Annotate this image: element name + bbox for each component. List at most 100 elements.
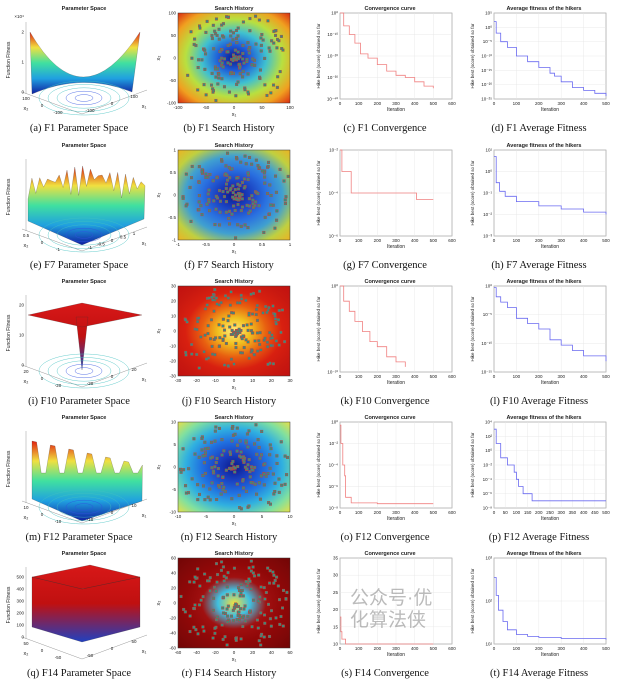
search-point xyxy=(274,616,278,620)
search-point xyxy=(225,182,229,186)
y-tick-label: -100 xyxy=(53,110,63,115)
y-tick-label: 10⁰ xyxy=(331,420,338,425)
search-point xyxy=(266,362,270,366)
search-point xyxy=(192,42,196,46)
x-tick-label: 300 xyxy=(557,646,565,651)
search-point xyxy=(225,607,229,611)
search-point xyxy=(188,185,192,189)
search-point xyxy=(264,474,268,478)
search-point xyxy=(230,212,234,216)
search-point xyxy=(231,459,235,463)
search-point xyxy=(214,296,218,300)
search-point xyxy=(195,328,199,332)
search-point xyxy=(266,602,270,606)
search-point xyxy=(206,446,210,450)
x-axis-label: x₁ xyxy=(142,241,147,247)
y-axis-label: Hike best (score) obtained so far xyxy=(470,160,475,226)
subfigure-history: Search History -60 -40 -20 0 20 40 60 -60 -40 -20 0… xyxy=(152,547,306,684)
z-tick-label: 200 xyxy=(16,611,24,616)
search-point xyxy=(217,76,221,80)
search-point xyxy=(224,468,228,472)
x-tick-label: 600 xyxy=(448,238,456,243)
search-point xyxy=(257,639,261,643)
search-point xyxy=(193,603,197,607)
subfigure-caption: (h) F7 Average Fitness xyxy=(491,260,587,271)
search-point xyxy=(204,172,208,176)
series-line xyxy=(494,577,607,640)
plot-title: Parameter Space xyxy=(62,279,107,285)
y-tick-label: 10⁻¹⁰ xyxy=(481,54,492,59)
search-point xyxy=(247,313,251,317)
z-tick-label: 2 xyxy=(21,30,24,35)
y-tick-label: 20 xyxy=(171,586,177,591)
search-point xyxy=(188,614,192,618)
x-tick-label: 5 xyxy=(261,514,264,519)
y-tick-label: -0.5 xyxy=(168,215,176,220)
search-point xyxy=(226,604,230,608)
x-tick-label: 300 xyxy=(392,646,400,651)
x-tick-label: 0 xyxy=(233,514,236,519)
series-line xyxy=(494,156,607,215)
search-point xyxy=(281,606,285,610)
search-point xyxy=(226,61,230,65)
search-point xyxy=(233,188,237,192)
x-tick-label: 500 xyxy=(602,510,610,515)
search-point xyxy=(271,472,275,476)
search-point xyxy=(260,453,264,457)
y-tick-label: 10⁻² xyxy=(483,463,492,468)
plot-title: Average fitness of the hikers xyxy=(507,6,582,12)
contour-ring xyxy=(56,87,112,109)
search-point xyxy=(247,429,251,433)
z-scale-label: ×10⁴ xyxy=(14,14,24,19)
search-point xyxy=(260,169,264,173)
search-point xyxy=(195,352,199,356)
z-tick-label: 0 xyxy=(21,363,24,368)
search-point xyxy=(237,187,241,191)
x-tick-label: 400 xyxy=(580,510,588,515)
series-line xyxy=(340,12,434,89)
search-point xyxy=(258,166,262,170)
search-point xyxy=(206,192,210,196)
x-tick-label: 200 xyxy=(535,374,543,379)
search-point xyxy=(242,460,246,464)
curve-plot: Average fitness of the hikers 0 100 200 300 4… xyxy=(470,6,610,113)
y-tick-label: 10⁰ xyxy=(485,284,492,289)
x-tick-label: 0 xyxy=(111,374,114,379)
search-point xyxy=(227,314,231,318)
search-point xyxy=(218,426,222,430)
search-point xyxy=(234,602,238,606)
contour-background xyxy=(177,149,291,241)
search-point xyxy=(231,184,235,188)
subfigure-history: Search History -1 -0.5 0 0.5 1 -1 -0.5 0 0.5 1 x₁ x₂… xyxy=(152,139,306,276)
search-point xyxy=(220,560,224,564)
search-point xyxy=(226,151,230,155)
search-point xyxy=(281,624,285,628)
search-point xyxy=(274,190,278,194)
search-point xyxy=(235,443,239,447)
search-point xyxy=(201,474,205,478)
search-point xyxy=(234,193,238,197)
x-tick-label: 100 xyxy=(513,646,521,651)
search-point xyxy=(231,31,235,35)
search-point xyxy=(228,222,232,226)
subfigure-caption: (e) F7 Parameter Space xyxy=(29,260,129,271)
series-line xyxy=(340,285,406,367)
search-point xyxy=(218,50,222,54)
search-point xyxy=(220,438,224,442)
search-point xyxy=(275,85,279,89)
search-point xyxy=(233,432,237,436)
search-point xyxy=(198,492,202,496)
search-point xyxy=(247,577,251,581)
y-tick-label: -20 xyxy=(169,616,176,621)
search-point xyxy=(230,167,234,171)
x-axis-label: x₁ xyxy=(232,521,237,527)
search-point xyxy=(205,303,209,307)
search-point xyxy=(278,167,282,171)
search-point xyxy=(216,82,220,86)
search-point xyxy=(238,194,242,198)
search-point xyxy=(273,226,277,230)
x-tick-label: 600 xyxy=(448,374,456,379)
search-point xyxy=(220,623,224,627)
search-point xyxy=(245,323,249,327)
series-line xyxy=(340,424,434,505)
